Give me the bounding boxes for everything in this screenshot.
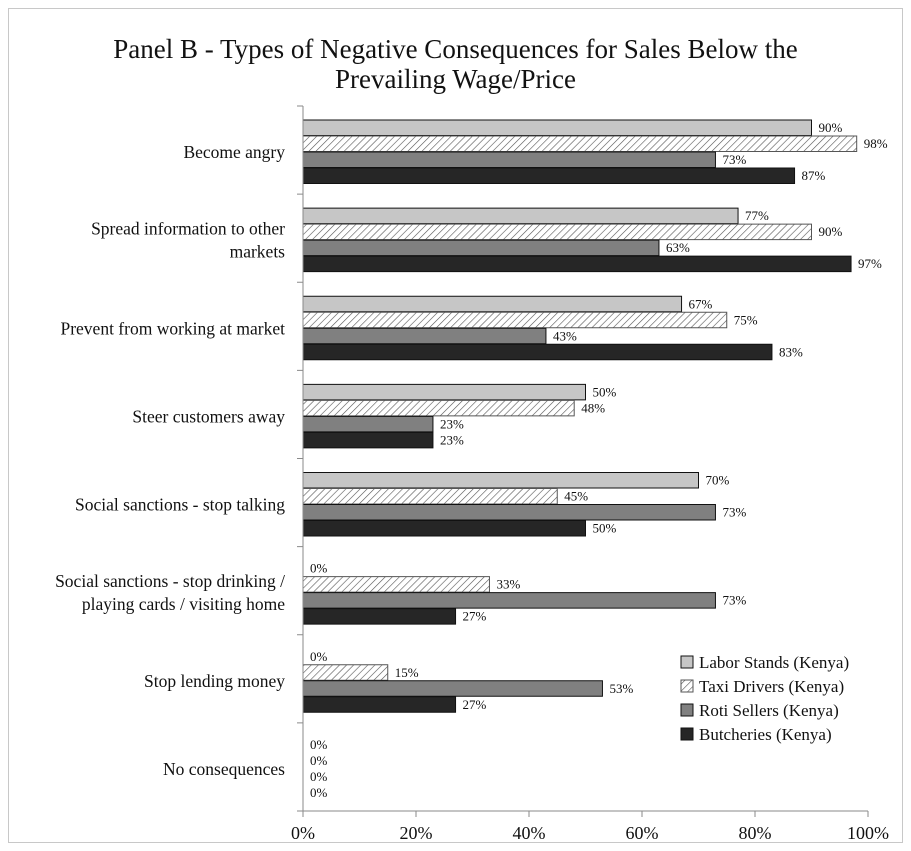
- data-label: 43%: [553, 328, 577, 343]
- bar: [302, 504, 716, 521]
- data-label: 0%: [310, 737, 328, 752]
- x-tick-label: 100%: [847, 823, 889, 843]
- data-label: 45%: [564, 489, 588, 504]
- data-label: 50%: [593, 521, 617, 536]
- bar: [302, 343, 773, 361]
- category-label: Prevent from working at market: [60, 318, 285, 338]
- bar: [302, 592, 716, 609]
- category-label: markets: [230, 242, 286, 262]
- legend-swatch: [680, 679, 694, 693]
- bar: [302, 135, 858, 152]
- legend-swatch: [680, 655, 694, 669]
- category-label: No consequences: [163, 759, 285, 779]
- bar: [302, 327, 547, 345]
- bar: [302, 255, 852, 273]
- data-label: 33%: [496, 577, 520, 592]
- legend: Labor Stands (Kenya) Taxi Drivers (Kenya)…: [680, 653, 849, 744]
- bar: [302, 488, 558, 505]
- data-label: 0%: [310, 649, 328, 664]
- axes-layer: Become angry Spread information to other m…: [55, 105, 889, 843]
- category-label: Spread information to other: [91, 219, 285, 239]
- legend-swatch: [680, 703, 694, 717]
- category-label: playing cards / visiting home: [82, 594, 285, 614]
- category-label: Become angry: [183, 142, 285, 162]
- data-label: 27%: [463, 609, 487, 624]
- x-tick-label: 60%: [626, 823, 659, 843]
- category-label: Steer customers away: [132, 406, 285, 426]
- data-label: 73%: [722, 505, 746, 520]
- data-label: 0%: [310, 769, 328, 784]
- bar: [302, 520, 586, 537]
- bars-layer: 90%98%73%87%77%90%63%97%67%75%43%83%50%4…: [302, 119, 888, 800]
- bar: [302, 295, 683, 313]
- bar: [302, 119, 812, 136]
- data-label: 67%: [689, 296, 713, 311]
- data-label: 23%: [440, 416, 464, 431]
- data-label: 73%: [722, 152, 746, 167]
- data-label: 75%: [734, 312, 758, 327]
- data-label: 97%: [858, 256, 882, 271]
- bar: [302, 415, 434, 433]
- data-label: 70%: [706, 473, 730, 488]
- bar: [302, 680, 603, 697]
- bar: [302, 399, 575, 417]
- bar: [302, 696, 457, 713]
- bar: [302, 472, 699, 489]
- data-label: 27%: [463, 697, 487, 712]
- chart-title-line-1: Panel B - Types of Negative Consequences…: [113, 34, 798, 64]
- bar: [302, 151, 716, 168]
- data-label: 73%: [722, 593, 746, 608]
- bar: [302, 431, 434, 449]
- bar: [302, 664, 389, 681]
- category-label: Stop lending money: [144, 671, 285, 691]
- data-label: 90%: [819, 224, 843, 239]
- data-label: 0%: [310, 561, 328, 576]
- x-tick-label: 40%: [513, 823, 546, 843]
- data-label: 87%: [802, 168, 826, 183]
- data-label: 83%: [779, 344, 803, 359]
- bar: [302, 239, 660, 257]
- legend-label: Butcheries (Kenya): [699, 725, 832, 744]
- bar: [302, 608, 457, 625]
- data-label: 48%: [581, 400, 605, 415]
- bar: [302, 383, 586, 401]
- data-label: 98%: [864, 136, 888, 151]
- x-tick-label: 20%: [400, 823, 433, 843]
- chart-title: Panel B - Types of Negative Consequences…: [0, 34, 911, 94]
- legend-label: Roti Sellers (Kenya): [699, 701, 839, 720]
- category-label: Social sanctions - stop drinking /: [55, 571, 285, 591]
- data-label: 50%: [593, 384, 617, 399]
- data-label: 53%: [609, 681, 633, 696]
- x-tick-label: 80%: [739, 823, 772, 843]
- data-label: 0%: [310, 785, 328, 800]
- bar: [302, 311, 728, 329]
- data-label: 63%: [666, 240, 690, 255]
- data-label: 77%: [745, 208, 769, 223]
- chart-title-line-2: Prevailing Wage/Price: [334, 64, 576, 94]
- data-label: 0%: [310, 753, 328, 768]
- data-label: 90%: [819, 120, 843, 135]
- bar: [302, 576, 490, 593]
- category-label: Social sanctions - stop talking: [75, 495, 285, 515]
- x-tick-label: 0%: [291, 823, 315, 843]
- legend-swatch: [680, 727, 694, 741]
- legend-label: Labor Stands (Kenya): [699, 653, 849, 672]
- bar: [302, 223, 812, 241]
- bar: [302, 207, 739, 225]
- legend-label: Taxi Drivers (Kenya): [699, 677, 844, 696]
- data-label: 23%: [440, 432, 464, 447]
- bar: [302, 167, 796, 184]
- data-label: 15%: [395, 665, 419, 680]
